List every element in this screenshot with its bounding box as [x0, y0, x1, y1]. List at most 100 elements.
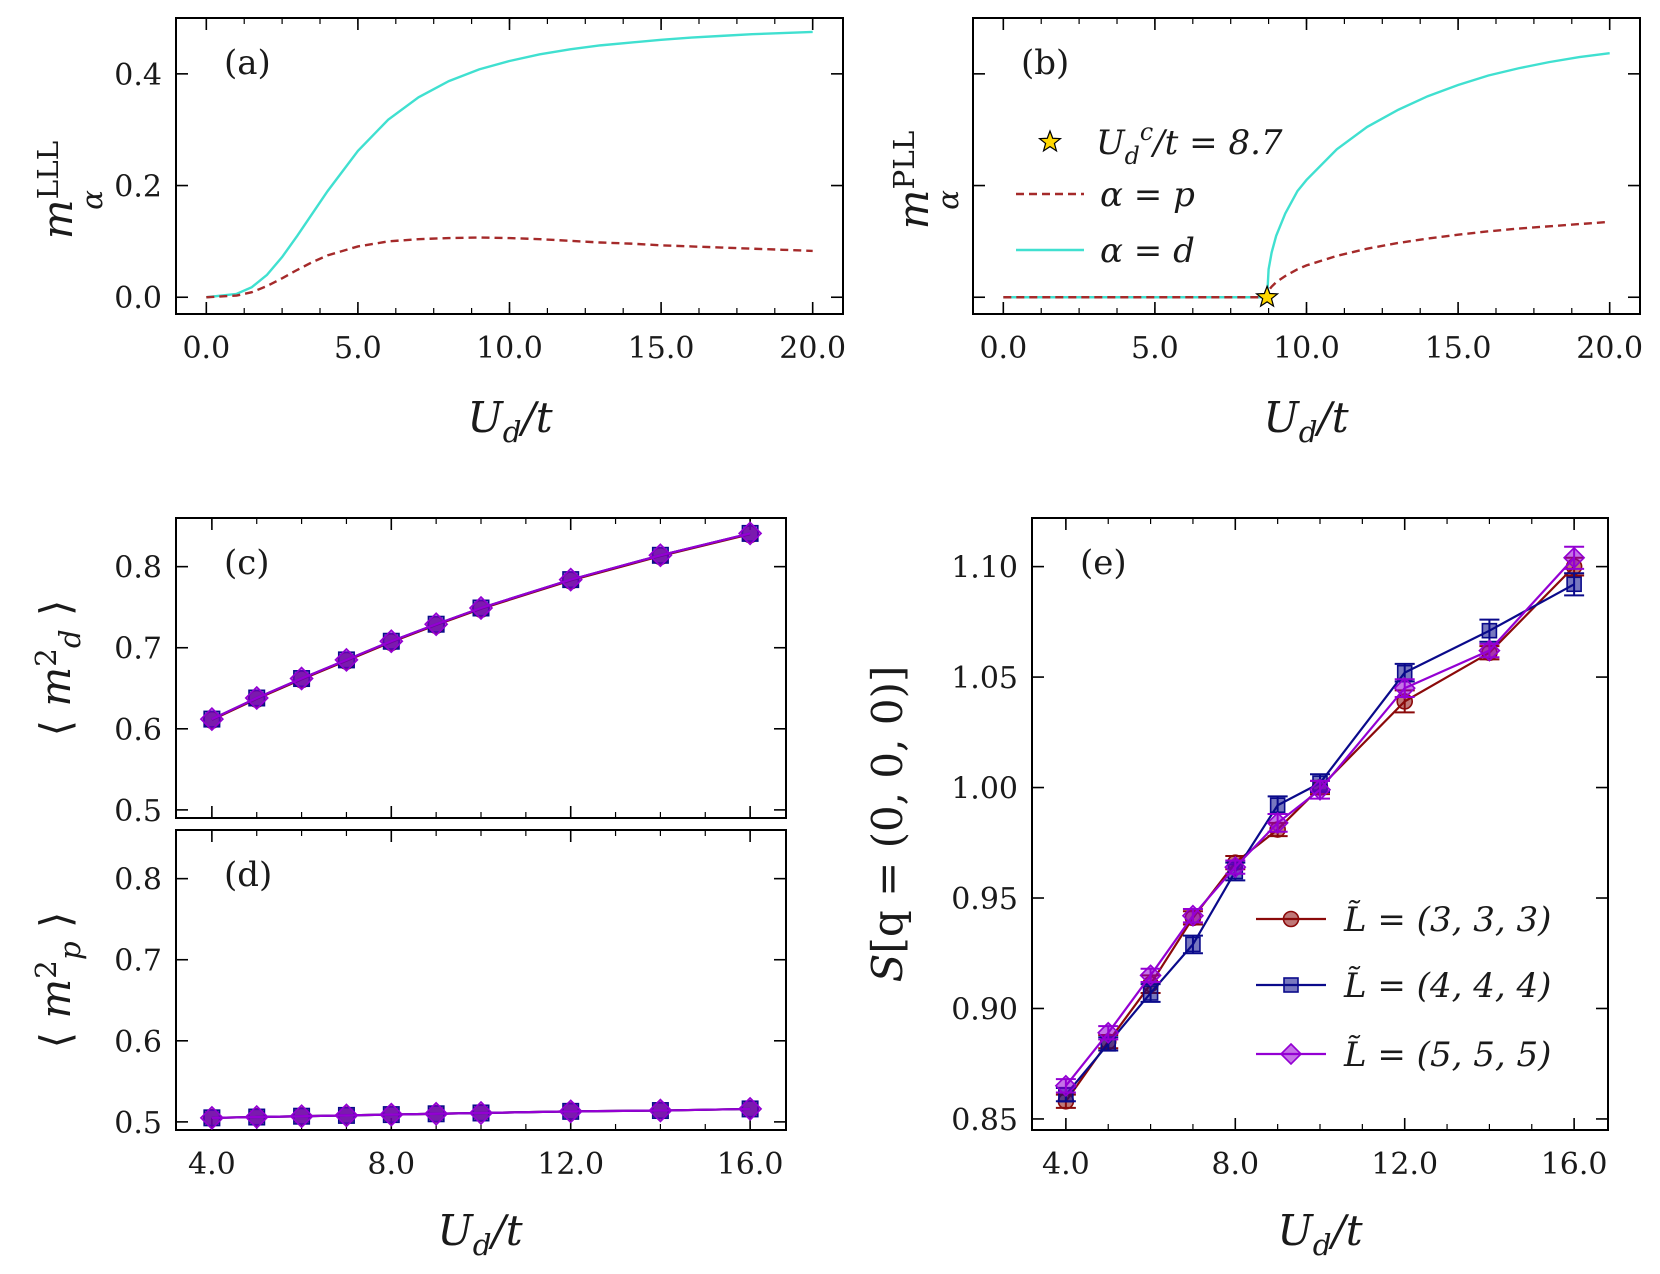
data-point-diamond	[424, 1101, 449, 1126]
panel-a: 0.0 5.0 10.0 15.0 20.0 0.0 0.2 0.4 (a)	[114, 17, 846, 366]
data-point-square	[1481, 622, 1498, 639]
x-tick-label: 16.0	[717, 1147, 784, 1182]
x-tick-label: 0.0	[979, 331, 1027, 366]
series-line-p	[1003, 220, 1610, 299]
panel-label: (a)	[224, 43, 271, 83]
data-point-diamond	[379, 629, 404, 654]
x-axis-label-a: Ud/t	[467, 393, 552, 449]
series-line-L4	[211, 532, 751, 721]
x-tick-label: 12.0	[537, 1147, 604, 1182]
y-axis-label-d: ⟨ m2p ⟩	[29, 912, 87, 1049]
x-tick-label: 8.0	[1211, 1147, 1259, 1182]
legend-label-L4: L̃ = (4, 4, 4)	[1343, 966, 1551, 1006]
series-markers-L4	[203, 524, 759, 728]
data-point-diamond	[1393, 676, 1416, 700]
x-tick-label: 4.0	[188, 1147, 236, 1182]
data-point-diamond	[199, 706, 225, 732]
panel-label: (e)	[1080, 543, 1127, 583]
series-line-d	[1003, 51, 1610, 299]
data-point-square	[1185, 936, 1201, 953]
x-axis-label-d: Ud/t	[437, 1206, 522, 1262]
data-point-diamond	[1224, 855, 1247, 879]
data-point-diamond	[1181, 904, 1205, 927]
y-tick-label: 0.7	[114, 944, 162, 979]
data-point-diamond	[1139, 964, 1162, 987]
data-point-diamond	[1279, 1042, 1303, 1066]
y-tick-label: 0.95	[951, 882, 1018, 917]
y-tick-label: 0.2	[114, 170, 162, 205]
panel-d: 4.0 8.0 12.0 16.0 0.5 0.6 0.7 0.8 (d)	[114, 829, 787, 1182]
panel-c: 0.5 0.6 0.7 0.8 (c)	[114, 517, 787, 829]
data-point-diamond	[1562, 546, 1586, 569]
x-tick-label: 10.0	[1273, 331, 1340, 366]
legend-label-d: α = d	[1100, 231, 1195, 271]
data-point-diamond	[289, 1104, 314, 1129]
y-tick-label: 0.90	[951, 992, 1018, 1027]
legend-star-label: Udc/t = 8.7	[1096, 118, 1283, 170]
data-point-diamond	[737, 521, 763, 546]
y-tick-label: 0.8	[114, 551, 162, 586]
y-axis-label-b-sub: α	[931, 190, 965, 210]
series-line-L5	[211, 1107, 751, 1119]
y-tick-label: 1.00	[951, 772, 1018, 807]
data-point-diamond	[468, 1100, 494, 1126]
data-point-square	[1142, 985, 1159, 1001]
series-markers-L5	[199, 521, 763, 732]
x-tick-label: 16.0	[1541, 1147, 1608, 1182]
data-point-diamond	[199, 1105, 225, 1130]
x-tick-label: 20.0	[1576, 331, 1643, 366]
series-markers-L5	[199, 1096, 763, 1130]
y-axis-label-b: mPLL	[887, 131, 938, 230]
data-point-diamond	[244, 685, 269, 711]
data-point-diamond	[1478, 639, 1501, 662]
data-point-diamond	[648, 543, 673, 568]
y-axis-label-c: ⟨ m2d ⟩	[29, 600, 87, 737]
y-axis-label-a: mLLL	[31, 141, 82, 239]
plot-frame	[175, 17, 844, 315]
data-point-diamond	[334, 647, 359, 673]
x-axis-label-b: Ud/t	[1263, 393, 1348, 449]
series-line-L3	[211, 533, 751, 721]
data-point-diamond	[468, 595, 494, 621]
critical-point-star	[1037, 129, 1063, 153]
panel-e: 4.0 8.0 12.0 16.0 0.85 0.90 0.95 1.00 1.05 1.10 (e…	[951, 517, 1609, 1182]
legend-label-L3: L̃ = (3, 3, 3)	[1343, 900, 1551, 940]
y-tick-label: 0.5	[114, 1106, 162, 1141]
data-point-square	[1566, 576, 1582, 593]
x-tick-label: 10.0	[476, 331, 543, 366]
panel-label: (c)	[224, 543, 270, 583]
data-point-diamond	[737, 1096, 763, 1122]
data-point-diamond	[648, 1098, 673, 1123]
y-tick-label: 0.5	[114, 794, 162, 829]
data-point-diamond	[289, 666, 314, 691]
x-tick-label: 15.0	[1425, 331, 1492, 366]
series-markers-L3	[202, 525, 760, 729]
data-point-diamond	[424, 612, 449, 637]
x-tick-label: 5.0	[1131, 331, 1179, 366]
data-point-square	[1269, 797, 1286, 814]
x-tick-label: 15.0	[628, 331, 695, 366]
y-tick-label: 0.85	[951, 1103, 1018, 1138]
data-point-diamond	[1054, 1074, 1078, 1097]
x-tick-label: 8.0	[367, 1147, 415, 1182]
series-markers-L3	[1055, 556, 1585, 1110]
x-tick-label: 4.0	[1042, 1147, 1090, 1182]
data-point-diamond	[334, 1103, 359, 1128]
series-line-L5	[1065, 557, 1575, 1087]
data-point-circle	[1282, 910, 1300, 928]
y-tick-label: 0.6	[114, 1025, 162, 1060]
series-markers-L5	[1054, 545, 1586, 1097]
series-markers-L4	[1055, 572, 1585, 1103]
data-point-diamond	[379, 1102, 404, 1127]
series-line-d	[206, 30, 813, 299]
legend-label-L5: L̃ = (5, 5, 5)	[1343, 1035, 1551, 1075]
y-tick-label: 0.4	[114, 58, 162, 93]
data-point-diamond	[1308, 778, 1332, 801]
y-tick-label: 0.8	[114, 863, 162, 898]
critical-point-star	[1254, 284, 1280, 308]
y-tick-label: 1.05	[951, 661, 1018, 696]
panel-b: 0.0 5.0 10.0 15.0 20.0 (b)	[972, 17, 1643, 366]
data-point-diamond	[244, 1104, 269, 1130]
data-point-square	[1283, 977, 1299, 993]
